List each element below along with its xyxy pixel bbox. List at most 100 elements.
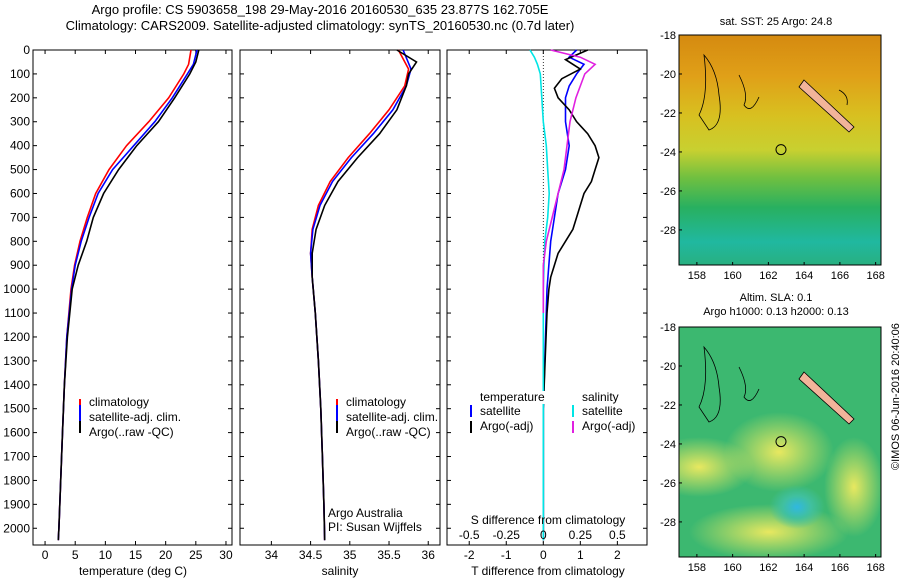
legend-label-argo: Argo(..raw -QC) (89, 425, 174, 439)
map-y-tick-label: -28 (660, 225, 676, 237)
new-caledonia-landmass (798, 79, 855, 133)
map-x-tick-label: 168 (866, 270, 884, 282)
depth-axis: 0 100 200 300 400 500 600 700 800 900 1000 1100 1200… (3, 43, 232, 535)
map-x-tick-label: 160 (723, 562, 741, 574)
y-tick-label: 1000 (3, 282, 30, 296)
x-tick-label: 20 (159, 548, 173, 562)
x-tick-label: 1 (577, 548, 584, 562)
legend-label-sal-satellite: satellite (582, 404, 623, 418)
map-x-tick-label: 160 (723, 270, 741, 282)
y-tick-label: 1400 (3, 378, 30, 392)
legend-temperature-header: temperature (480, 390, 545, 404)
salinity-x-axis: 34 34.5 35 35.5 36 (265, 50, 436, 562)
map-y-tick-label: -18 (660, 30, 676, 42)
sla-anomaly (724, 412, 834, 492)
y-tick-label: 1800 (3, 473, 30, 487)
sla-map-frame (678, 326, 882, 558)
y-tick-label: 700 (10, 210, 30, 224)
x-tick-label: 30 (219, 548, 233, 562)
map-y-tick-label: -24 (660, 147, 676, 159)
sst-map-frame (678, 34, 882, 266)
x-tick-label: 0 (42, 548, 49, 562)
sst-field (679, 35, 881, 265)
x-tick-label: 0 (540, 548, 547, 562)
x-tick-label: 36 (422, 548, 436, 562)
legend-label-temp-satellite: satellite (480, 404, 521, 418)
y-tick-label: 900 (10, 258, 30, 272)
sst-map-panel: sat. SST: 25 Argo: 24.8 158 160 162 164 166 1… (660, 16, 885, 282)
map-y-tick-label: -22 (660, 400, 676, 412)
y-tick-label: 500 (10, 163, 30, 177)
difference-legend: temperature satellite Argo(-adj) salinit… (470, 390, 635, 433)
y-tick-label: 1300 (3, 354, 30, 368)
sla-map-panel: Altim. SLA: 0.1 Argo h1000: 0.13 h2000: … (660, 292, 885, 574)
sst-map-title: sat. SST: 25 Argo: 24.8 (720, 16, 833, 28)
y-tick-label: 2000 (3, 521, 30, 535)
x-tick-label: 15 (129, 548, 143, 562)
s-tick-label: 0 (540, 528, 547, 542)
legend-label-satellite: satellite-adj. clim. (89, 410, 181, 424)
map-y-tick-label: -28 (660, 517, 676, 529)
series-line-argo-raw-qc- (311, 49, 418, 541)
map-y-tick-label: -20 (660, 361, 676, 373)
temperature-xlabel: temperature (deg C) (79, 564, 187, 578)
figure-title-line2: Climatology: CARS2009. Satellite-adjuste… (65, 18, 575, 33)
y-tick-label: 1700 (3, 450, 30, 464)
legend-label-climatology: climatology (346, 395, 406, 409)
s-difference-label: S difference from climatology (471, 513, 626, 527)
sla-map-title-line2: Argo h1000: 0.13 h2000: 0.13 (703, 306, 849, 318)
difference-series (529, 49, 600, 541)
legend-label-climatology: climatology (89, 395, 149, 409)
t-difference-xlabel: T difference from climatology (471, 564, 625, 578)
map-x-tick-label: 168 (866, 562, 884, 574)
temperature-panel: 0100200300400500600700800900100011001200… (3, 43, 233, 578)
map-y-tick-label: -20 (660, 69, 676, 81)
series-line-temperature-satellite (542, 49, 586, 541)
annotation-pi: PI: Susan Wijffels (328, 520, 422, 534)
x-tick-label: 35 (343, 548, 357, 562)
map-x-tick-label: 162 (759, 270, 777, 282)
y-tick-label: 1900 (3, 497, 30, 511)
difference-panel: -2 -1 0 1 2 temperature satellite Argo(-adj)… (446, 49, 648, 578)
series-line-temperature-argo-adj- (542, 49, 600, 541)
map-x-tick-label: 166 (831, 562, 849, 574)
salinity-series (309, 49, 418, 541)
imos-timestamp: ©IMOS 06-Jun-2016 20:40:06 (890, 323, 900, 470)
sla-anomaly (689, 504, 849, 557)
series-line-argo-raw-qc- (57, 49, 200, 541)
y-tick-label: 1200 (3, 330, 30, 344)
y-tick-label: 800 (10, 234, 30, 248)
map-x-tick-label: 158 (688, 562, 706, 574)
x-tick-label: 34 (265, 548, 279, 562)
annotation-argo-australia: Argo Australia (328, 506, 403, 520)
sla-map-image (679, 327, 881, 557)
y-tick-label: 300 (10, 115, 30, 129)
map-y-tick-label: -22 (660, 108, 676, 120)
legend-label-satellite: satellite-adj. clim. (346, 410, 438, 424)
temperature-legend: climatology satellite-adj. clim. Argo(..… (79, 395, 181, 439)
series-line-salinity-argo-adj- (542, 49, 597, 313)
s-tick-label: 0.25 (569, 528, 593, 542)
salinity-axes-frame (239, 49, 441, 546)
x-tick-label: 34.5 (299, 548, 323, 562)
map-x-tick-label: 166 (831, 270, 849, 282)
difference-depth-ticks (447, 49, 647, 529)
temperature-axes-frame (32, 49, 233, 546)
legend-temperature-header-bg (478, 391, 553, 404)
x-tick-label: 35.5 (377, 548, 401, 562)
salinity-panel: 34 34.5 35 35.5 36 climatology satellite-adj… (239, 49, 441, 578)
map-y-tick-label: -18 (660, 322, 676, 334)
argo-float-marker (775, 144, 787, 156)
y-tick-label: 1100 (4, 306, 30, 320)
y-tick-label: 1600 (3, 426, 30, 440)
map-x-tick-label: 162 (759, 562, 777, 574)
s-tick-label: -0.5 (459, 528, 480, 542)
sst-contour (838, 89, 848, 106)
map-x-tick-label: 164 (795, 562, 813, 574)
temperature-series (57, 49, 200, 541)
sla-anomaly (824, 437, 881, 537)
new-caledonia-landmass (798, 371, 855, 425)
x-tick-label: 10 (99, 548, 113, 562)
sst-contour (738, 74, 760, 109)
